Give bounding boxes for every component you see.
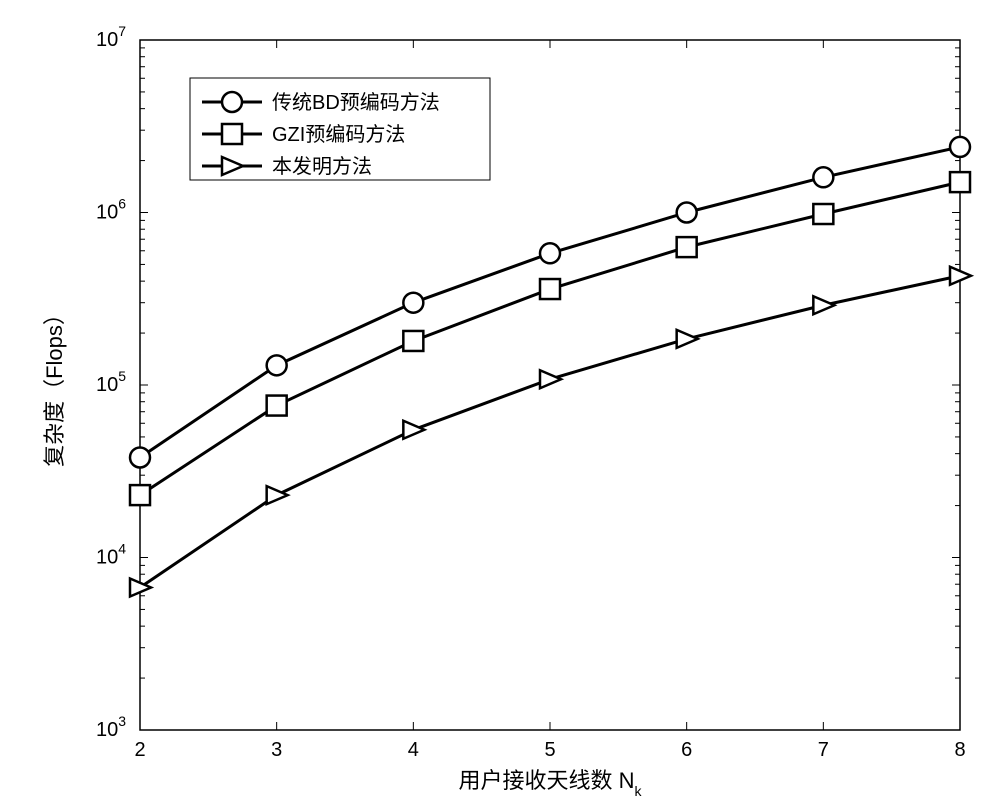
svg-text:5: 5 [544,739,555,761]
svg-text:103: 103 [96,713,126,741]
legend-item-2: 本发明方法 [272,155,372,178]
svg-text:107: 107 [96,23,126,51]
legend-item-0: 传统BD预编码方法 [272,91,440,114]
series-Ours-line [140,276,960,588]
svg-text:105: 105 [96,368,126,396]
svg-text:3: 3 [271,739,282,761]
series-GZI-line [140,182,960,495]
chart-svg: 2 3 4 5 6 7 8 103 104 105 106 107 用户接收天线数 Nk 复杂度（Flop… [0,0,1000,807]
svg-text:8: 8 [954,739,965,761]
svg-text:用户接收天线数 Nk: 用户接收天线数 Nk [458,768,642,799]
svg-text:7: 7 [818,739,829,761]
svg-text:6: 6 [681,739,692,761]
svg-text:复杂度（Flops）: 复杂度（Flops） [42,303,67,467]
chart-container: 2 3 4 5 6 7 8 103 104 105 106 107 用户接收天线数 Nk 复杂度（Flop… [0,0,1000,807]
svg-text:4: 4 [408,739,419,761]
legend-item-1: GZI预编码方法 [272,123,405,146]
svg-text:106: 106 [96,196,126,224]
svg-text:104: 104 [96,541,126,569]
svg-text:2: 2 [134,739,145,761]
